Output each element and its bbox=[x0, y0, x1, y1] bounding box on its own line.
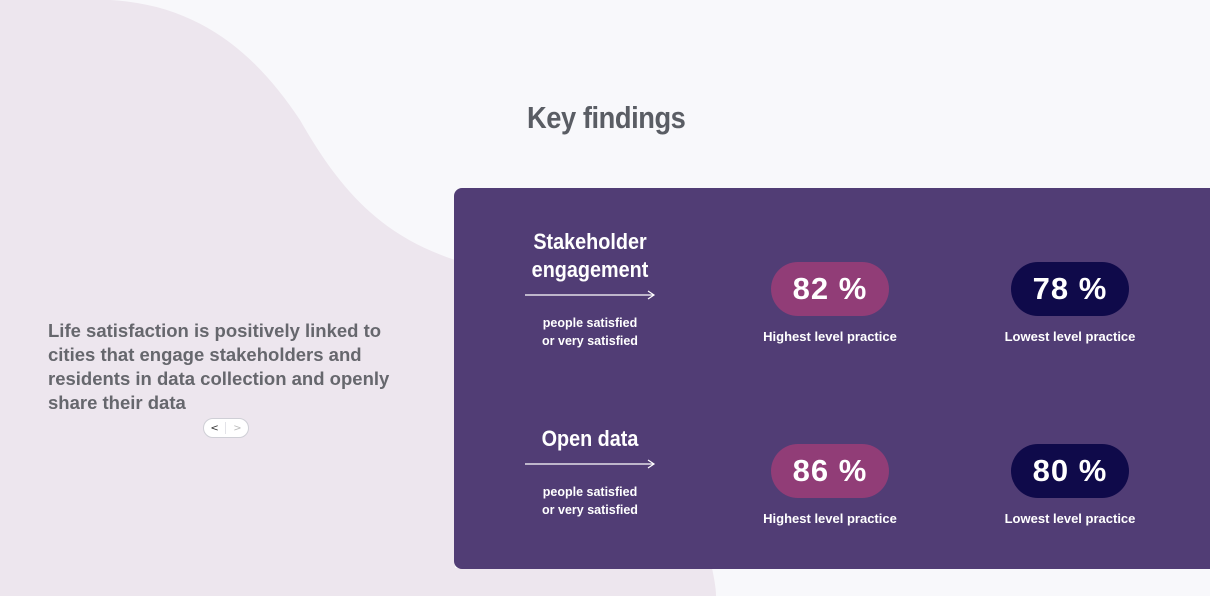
arrow-right-icon bbox=[525, 290, 656, 300]
findings-panel: Stakeholder engagement people satisfied … bbox=[454, 188, 1210, 569]
lowest-value-pill: 80 % bbox=[1011, 444, 1129, 498]
summary-text: Life satisfaction is positively linked t… bbox=[48, 320, 390, 413]
prev-button[interactable]: < bbox=[210, 422, 219, 434]
lowest-label: Lowest level practice bbox=[1004, 511, 1136, 526]
row-caption-line-1: people satisfied bbox=[542, 316, 638, 330]
row-label-stakeholder-engagement: Stakeholder engagement people satisfied … bbox=[500, 228, 680, 350]
stat-highest-stakeholder: 82 % Highest level practice bbox=[730, 262, 930, 344]
stat-highest-open-data: 86 % Highest level practice bbox=[730, 444, 930, 526]
lowest-label: Lowest level practice bbox=[1004, 329, 1136, 344]
row-caption-line-2: or very satisfied bbox=[542, 334, 638, 348]
row-name: Stakeholder engagement bbox=[509, 228, 671, 284]
stat-lowest-open-data: 80 % Lowest level practice bbox=[970, 444, 1170, 526]
lowest-value-pill: 78 % bbox=[1011, 262, 1129, 316]
row-caption-line-1: people satisfied bbox=[542, 485, 638, 499]
row-name: Open data bbox=[509, 425, 671, 453]
arrow-right-icon bbox=[525, 459, 656, 469]
row-caption: people satisfied or very satisfied bbox=[500, 314, 680, 350]
pager-divider bbox=[225, 422, 227, 434]
next-button[interactable]: > bbox=[233, 422, 242, 434]
slide-pager: < > bbox=[203, 418, 249, 438]
row-label-open-data: Open data people satisfied or very satis… bbox=[500, 425, 680, 519]
row-name-line-1: Stakeholder bbox=[533, 229, 647, 254]
highest-label: Highest level practice bbox=[763, 329, 897, 344]
highest-value-pill: 86 % bbox=[771, 444, 889, 498]
row-caption: people satisfied or very satisfied bbox=[500, 483, 680, 519]
stat-lowest-stakeholder: 78 % Lowest level practice bbox=[970, 262, 1170, 344]
page-title: Key findings bbox=[527, 100, 686, 135]
row-caption-line-2: or very satisfied bbox=[542, 503, 638, 517]
row-name-line-1: Open data bbox=[541, 426, 639, 451]
highest-label: Highest level practice bbox=[763, 511, 897, 526]
highest-value-pill: 82 % bbox=[771, 262, 889, 316]
row-name-line-2: engagement bbox=[531, 257, 649, 282]
